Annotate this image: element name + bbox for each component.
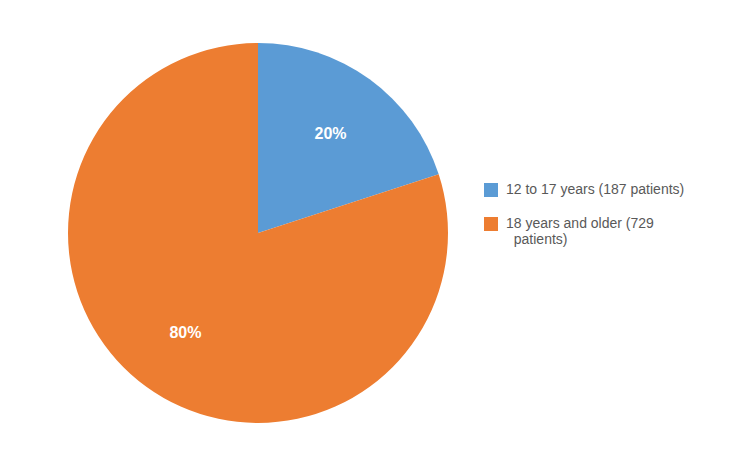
svg-text:80%: 80% <box>169 324 201 341</box>
svg-text:20%: 20% <box>315 125 347 142</box>
html-text:12 to 17 years (187 patients): 12 to 17 years (187 patients) <box>506 181 685 197</box>
html-text:18 years and older (729 patien: 18 years and older (729 patients) <box>506 215 654 247</box>
